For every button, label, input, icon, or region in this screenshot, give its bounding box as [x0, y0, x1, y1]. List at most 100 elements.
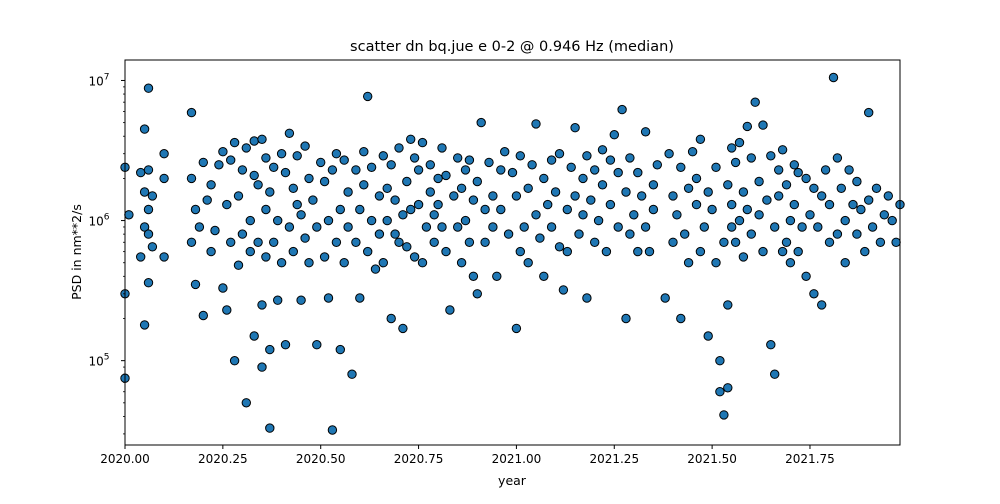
data-point — [828, 72, 839, 83]
data-point — [875, 237, 886, 248]
data-point — [558, 285, 569, 295]
data-point — [785, 215, 796, 226]
data-point — [496, 204, 506, 215]
data-point — [402, 176, 412, 187]
data-point — [891, 237, 901, 248]
data-point — [284, 128, 295, 139]
data-point — [813, 222, 823, 232]
data-point — [640, 127, 651, 137]
data-point — [754, 210, 764, 220]
data-point — [460, 215, 471, 226]
data-point — [292, 199, 302, 210]
data-point — [136, 167, 146, 178]
data-point — [327, 425, 338, 435]
data-point — [852, 229, 862, 239]
x-tick-label: 2020.50 — [296, 452, 346, 466]
data-point — [351, 165, 361, 175]
data-point — [770, 369, 780, 379]
data-point — [218, 283, 228, 293]
data-point — [476, 117, 486, 128]
data-point — [660, 293, 670, 303]
data-point — [480, 204, 490, 215]
data-point — [723, 180, 733, 190]
data-point — [625, 229, 635, 239]
data-point — [515, 151, 525, 161]
data-point — [464, 237, 475, 248]
data-point — [296, 210, 306, 220]
data-point — [206, 246, 216, 257]
data-point — [582, 151, 592, 161]
data-point — [668, 191, 678, 201]
data-point — [327, 165, 338, 175]
data-point — [257, 362, 267, 372]
data-point — [824, 199, 835, 210]
data-point — [664, 149, 674, 159]
data-point — [758, 120, 768, 130]
data-point — [809, 183, 819, 194]
data-point — [417, 258, 428, 268]
x-tick-label: 2021.50 — [687, 452, 737, 466]
data-point — [468, 271, 479, 281]
data-point — [198, 157, 209, 168]
x-tick-label: 2020.75 — [394, 452, 444, 466]
data-point — [511, 323, 522, 334]
data-point — [253, 237, 263, 248]
data-point — [186, 107, 197, 118]
data-point — [578, 173, 588, 184]
data-point — [531, 119, 541, 129]
x-tick-label: 2021.75 — [785, 452, 835, 466]
data-point — [386, 160, 396, 170]
data-point — [355, 293, 365, 303]
data-point — [680, 229, 690, 239]
data-point — [472, 176, 482, 187]
data-point — [539, 173, 549, 184]
data-point — [738, 252, 749, 262]
data-point — [742, 204, 752, 215]
data-point — [648, 180, 659, 190]
data-point — [159, 149, 169, 159]
data-point — [750, 97, 760, 107]
data-point — [214, 160, 224, 170]
data-point — [406, 204, 416, 215]
data-point — [257, 300, 267, 310]
data-point — [312, 222, 322, 232]
data-point — [801, 271, 811, 281]
data-point — [531, 210, 541, 220]
data-point — [605, 199, 616, 210]
data-point — [363, 246, 373, 257]
data-point — [143, 229, 154, 239]
data-point — [503, 229, 514, 239]
data-point — [241, 143, 252, 153]
data-point — [511, 191, 522, 201]
data-point — [417, 137, 428, 148]
data-point — [159, 252, 169, 262]
data-point — [378, 258, 388, 268]
data-point — [832, 153, 843, 163]
data-point — [789, 199, 799, 210]
data-point — [319, 176, 330, 187]
data-point — [746, 229, 756, 239]
data-point — [742, 121, 752, 132]
x-axis-label: year — [498, 473, 527, 488]
data-point — [198, 310, 209, 321]
data-point — [582, 293, 592, 303]
data-point — [429, 237, 439, 248]
x-tick-label: 2021.00 — [492, 452, 542, 466]
data-point — [566, 162, 576, 173]
data-point — [433, 199, 443, 210]
data-point — [147, 191, 158, 201]
data-point — [789, 160, 799, 170]
data-point — [676, 313, 686, 324]
data-point — [539, 271, 549, 281]
data-point — [390, 195, 400, 205]
x-axis: 2020.00 2020.25 2020.50 2020.75 2021.00 2021.… — [100, 445, 835, 466]
data-point — [382, 215, 392, 226]
data-point — [691, 173, 702, 184]
data-point — [672, 210, 682, 220]
data-point — [601, 246, 612, 257]
data-point — [335, 204, 345, 215]
y-axis-label: PSD in nm**2/s — [69, 204, 84, 300]
data-point — [323, 293, 334, 303]
data-point — [253, 180, 263, 190]
data-point — [186, 173, 197, 184]
